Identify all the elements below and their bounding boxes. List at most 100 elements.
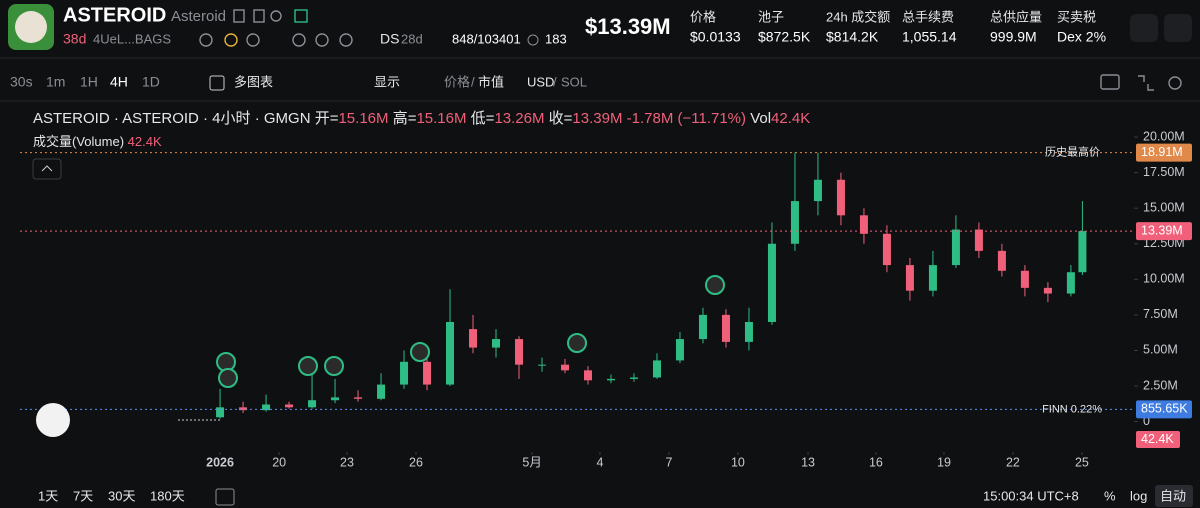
age: 38d — [63, 31, 86, 47]
legend-value: 15.16M — [416, 110, 466, 127]
y-tick-label: 15.00M — [1143, 201, 1185, 215]
address: 4UeL...BAGS — [93, 31, 171, 46]
stat-value: 1,055.14 — [902, 29, 957, 45]
candle-body — [629, 377, 638, 379]
x-tick-label: 23 — [340, 455, 354, 469]
candle-body — [974, 229, 983, 251]
volume-title: 成交量(Volume) 42.4K — [33, 134, 162, 149]
legend-title: ASTEROID · ASTEROID · 4小时 · GMGN — [33, 110, 311, 127]
interval[interactable]: 1H — [80, 74, 98, 90]
y-tick-label: 20.00M — [1143, 129, 1185, 143]
candle-body — [1043, 287, 1052, 294]
multi-chart[interactable]: 多图表 — [234, 74, 273, 89]
event-marker[interactable] — [218, 368, 238, 388]
candle-body — [216, 407, 225, 418]
holders: 848/103401 — [452, 31, 521, 46]
legend-value: 13.39M — [572, 110, 622, 127]
candle-body — [882, 233, 891, 266]
checkbox[interactable] — [209, 75, 225, 91]
candle-body — [790, 201, 799, 244]
button[interactable] — [1164, 14, 1192, 42]
finn-tag — [1136, 400, 1192, 419]
ds: DS — [380, 31, 399, 47]
candle-body — [492, 339, 501, 348]
event-marker[interactable] — [298, 356, 318, 376]
volume-label: 成交量(Volume) — [33, 134, 124, 149]
stat-label: 价格 — [690, 9, 716, 24]
event-marker[interactable] — [705, 275, 725, 295]
x-tick-label: 7 — [665, 455, 672, 469]
y-tick-label: 0 — [1143, 414, 1150, 428]
collapse-button[interactable] — [32, 158, 62, 180]
x-tick-label: 5月 — [522, 455, 541, 469]
usd-toggle[interactable]: USD — [527, 74, 554, 89]
auto-button[interactable] — [1155, 485, 1193, 507]
legend-label: 收= — [549, 110, 573, 127]
log[interactable]: log — [1130, 488, 1147, 503]
candle-body — [469, 329, 478, 348]
candle-body — [698, 314, 707, 340]
time: 15:00:34 UTC+8 — [983, 488, 1079, 503]
display[interactable]: 显示 — [374, 74, 400, 89]
candle-body — [606, 378, 615, 381]
candle-body — [262, 404, 271, 411]
ath-tag — [1136, 143, 1192, 162]
tv-logo — [36, 403, 70, 437]
range[interactable]: 1天 — [38, 488, 58, 503]
candle-body — [515, 339, 524, 365]
legend-value: 13.26M — [494, 110, 544, 127]
range[interactable]: 7天 — [73, 488, 93, 503]
candle-body — [836, 179, 845, 216]
stat-value: Dex 2% — [1057, 29, 1106, 45]
x-tick-label: 13 — [801, 455, 815, 469]
candle-body — [905, 265, 914, 291]
candle-body — [721, 314, 730, 342]
x-tick-label: 10 — [731, 455, 745, 469]
y-tick-label: 10.00M — [1143, 272, 1185, 286]
views: 183 — [545, 31, 567, 46]
stat-value: $0.0133 — [690, 29, 741, 45]
sol-toggle[interactable]: SOL — [561, 74, 587, 89]
event-marker[interactable] — [324, 356, 344, 376]
interval[interactable]: 1m — [46, 74, 65, 90]
candle-body — [1066, 272, 1075, 294]
stat-label: 池子 — [758, 9, 784, 24]
candle-body — [560, 364, 569, 371]
toolbar-icons — [1100, 74, 1182, 91]
candle-body — [423, 361, 432, 385]
candle-body — [744, 321, 753, 342]
event-marker[interactable] — [410, 342, 430, 362]
event-marker[interactable] — [567, 333, 587, 353]
button[interactable] — [1130, 14, 1158, 42]
finn-text: FINN 0.22% — [1042, 403, 1102, 415]
x-tick-label: 16 — [869, 455, 883, 469]
candle-body — [928, 265, 937, 291]
auto[interactable]: 自动 — [1160, 488, 1186, 503]
interval[interactable]: 4H — [110, 74, 128, 90]
price-toggle[interactable]: 价格 — [444, 74, 470, 89]
separator: / — [553, 74, 557, 89]
x-tick-label: 4 — [596, 455, 603, 469]
percent[interactable]: % — [1104, 488, 1116, 503]
range[interactable]: 180天 — [150, 488, 185, 503]
current-tag-label: 13.39M — [1141, 223, 1183, 237]
legend-value: 42.4K — [771, 110, 810, 127]
interval[interactable]: 30s — [10, 74, 33, 90]
chevron — [41, 165, 53, 172]
stat-label: 总供应量 — [990, 9, 1042, 24]
y-tick-label: 2.50M — [1143, 378, 1178, 392]
candle-body — [354, 397, 363, 399]
separator: / — [471, 74, 475, 89]
candle-body — [813, 179, 822, 202]
interval[interactable]: 1D — [142, 74, 160, 90]
date-icon[interactable] — [215, 488, 235, 506]
x-tick-label: 25 — [1075, 455, 1089, 469]
mcap-toggle[interactable]: 市值 — [478, 74, 504, 89]
candle-body — [308, 400, 317, 408]
y-tick-label: 7.50M — [1143, 307, 1178, 321]
range[interactable]: 30天 — [108, 488, 135, 503]
legend-value: 15.16M — [338, 110, 388, 127]
